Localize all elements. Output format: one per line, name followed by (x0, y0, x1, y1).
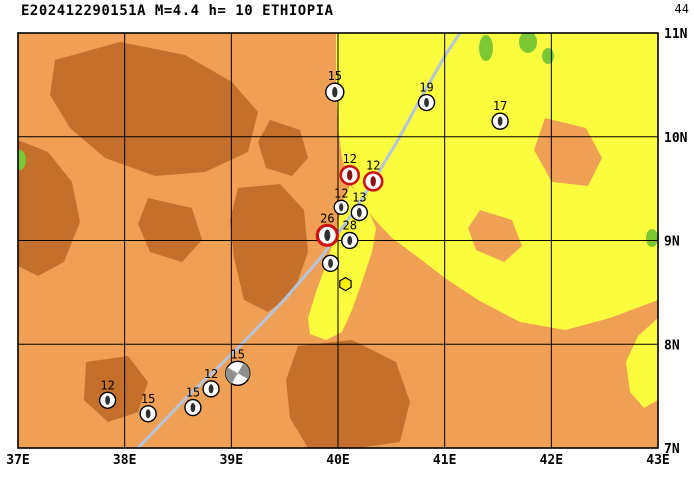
beachball-marker: 12 (333, 186, 349, 215)
map-terrain-layer (18, 33, 658, 448)
beachball-quadrant (237, 362, 250, 380)
beachball-label: 13 (352, 190, 366, 204)
terrain-vegetation (479, 35, 493, 61)
beachball-marker: 13 (350, 190, 369, 222)
beachball-label: 12 (204, 367, 218, 381)
beachball-label: 15 (328, 69, 342, 83)
beachball-nodal-fill (347, 169, 353, 181)
beachball-label: 28 (343, 219, 357, 233)
map-title: E202412290151A M=4.4 h= 10 ETHIOPIA (21, 3, 334, 19)
epicenter-hexagon (339, 276, 352, 292)
beachball-nodal-fill (105, 395, 110, 405)
terrain-island (468, 210, 522, 262)
terrain-vegetation (542, 48, 554, 64)
beachball-nodal-fill (497, 116, 503, 126)
beachball-marker: 12 (202, 367, 220, 398)
terrain-vegetation (519, 33, 537, 53)
beachball-marker: 15 (225, 347, 251, 386)
beachball-label: 12 (366, 158, 380, 172)
axis-tick-label-y: 8N (664, 338, 680, 353)
beachball-nodal-fill (332, 86, 338, 98)
axis-tick-label-x: 41E (433, 453, 456, 468)
axis-tick-label-x: 40E (326, 453, 349, 468)
terrain-highland (50, 42, 258, 176)
beachball-nodal-fill (424, 97, 429, 108)
beachball-nodal-fill (356, 207, 362, 218)
beachball-marker: 19 (417, 81, 436, 112)
beachball-label: 17 (493, 99, 507, 113)
beachball-label: 15 (186, 386, 200, 400)
axis-tick-label-y: 9N (664, 235, 680, 250)
terrain-highland (286, 340, 410, 448)
terrain-vegetation (646, 229, 658, 247)
axis-tick-label-x: 42E (540, 453, 563, 468)
terrain-highland (138, 198, 202, 262)
terrain-highland (258, 120, 308, 176)
beachball-label: 15 (141, 392, 155, 406)
beachball-label: 12 (100, 378, 114, 392)
axis-tick-label-x: 38E (113, 453, 136, 468)
axis-tick-label-y: 7N (664, 442, 680, 457)
axis-tick-label-x: 37E (6, 453, 29, 468)
axis-tick-label-y: 10N (664, 131, 688, 146)
beachball-nodal-fill (190, 402, 196, 413)
beachball-label: 26 (320, 211, 334, 225)
beachball-label: 12 (334, 186, 348, 200)
beachball-marker: 12 (362, 158, 384, 192)
terrain-vegetation (18, 150, 26, 170)
terrain-highland (18, 140, 80, 276)
corner-note: 44 (674, 2, 689, 16)
beachball-nodal-fill (339, 203, 344, 212)
beachball-marker: 12 (98, 378, 117, 409)
terrain-lowland (308, 185, 376, 340)
beachball-label: 12 (343, 152, 357, 166)
map-frame (17, 32, 659, 449)
beachball-label: 19 (419, 81, 433, 95)
beachball-nodal-fill (347, 235, 353, 246)
beachball-nodal-fill (370, 176, 376, 187)
beachball-marker (321, 254, 340, 273)
beachball-marker: 15 (325, 69, 345, 102)
beachball-nodal-fill (145, 409, 151, 419)
axis-tick-label-y: 11N (664, 27, 688, 42)
beachball-nodal-fill (328, 258, 333, 268)
beachball-marker: 15 (184, 386, 202, 417)
beachball-marker: 15 (139, 392, 157, 423)
beachball-quadrant (225, 367, 238, 384)
terrain-highland (84, 356, 148, 422)
beachball-marker: 28 (341, 219, 359, 250)
axis-tick-label-x: 43E (646, 453, 669, 468)
beachball-label: 15 (231, 347, 245, 361)
beachball-marker: 26 (315, 211, 339, 247)
axis-tick-label-x: 39E (220, 453, 243, 468)
beachball-marker: 12 (339, 152, 361, 186)
beachball-nodal-fill (208, 384, 214, 394)
beachball-marker: 17 (491, 99, 509, 130)
beachball-nodal-fill (324, 229, 331, 242)
terrain-highland (230, 184, 308, 312)
terrain-lowland (626, 318, 658, 408)
